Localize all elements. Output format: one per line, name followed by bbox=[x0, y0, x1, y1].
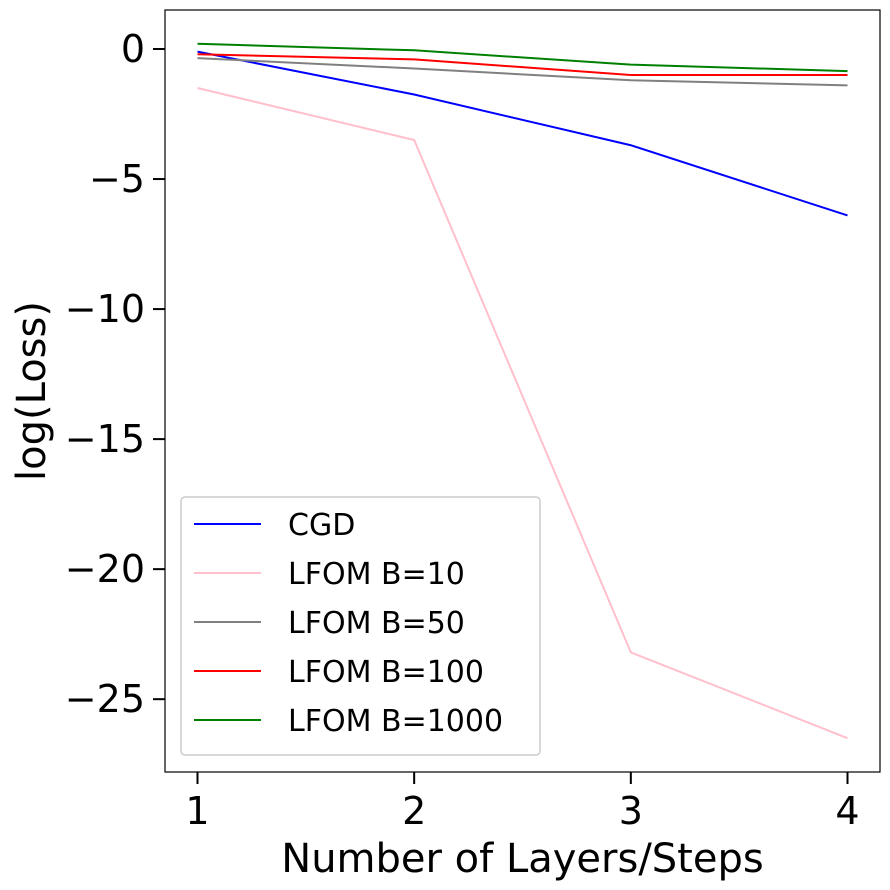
series-line-4 bbox=[197, 42, 848, 73]
y-tick-label: −20 bbox=[65, 547, 145, 591]
series-line-0 bbox=[197, 50, 848, 217]
series-line-2 bbox=[197, 57, 848, 87]
x-tick-label: 3 bbox=[619, 789, 643, 833]
legend: CGD LFOM B=10 LFOM B=50 LFOM B=100 LFOM B=10… bbox=[180, 496, 541, 756]
y-tick-label: −10 bbox=[65, 287, 145, 331]
y-tick-label: 0 bbox=[121, 27, 145, 71]
y-tick-label: −15 bbox=[65, 417, 145, 461]
ticks-layer: 1 2 3 4 0 −5 −10 −15 −20 −25 bbox=[65, 27, 860, 833]
plot-frame bbox=[164, 9, 881, 773]
series-layer bbox=[197, 42, 848, 740]
series-line-1 bbox=[197, 87, 848, 740]
legend-box bbox=[180, 496, 541, 756]
legend-label: LFOM B=50 bbox=[288, 606, 465, 641]
y-axis-label: log(Loss) bbox=[9, 301, 55, 481]
legend-label: LFOM B=100 bbox=[288, 655, 484, 690]
legend-label: LFOM B=10 bbox=[288, 557, 465, 592]
legend-label: LFOM B=1000 bbox=[288, 704, 503, 739]
x-tick-label: 4 bbox=[835, 789, 859, 833]
series-line-3 bbox=[197, 53, 848, 77]
x-tick-label: 2 bbox=[402, 789, 426, 833]
x-axis-label: Number of Layers/Steps bbox=[281, 836, 763, 882]
y-tick-label: −5 bbox=[89, 157, 145, 201]
x-tick-label: 1 bbox=[185, 789, 209, 833]
legend-label: CGD bbox=[288, 508, 355, 543]
y-tick-label: −25 bbox=[65, 677, 145, 721]
